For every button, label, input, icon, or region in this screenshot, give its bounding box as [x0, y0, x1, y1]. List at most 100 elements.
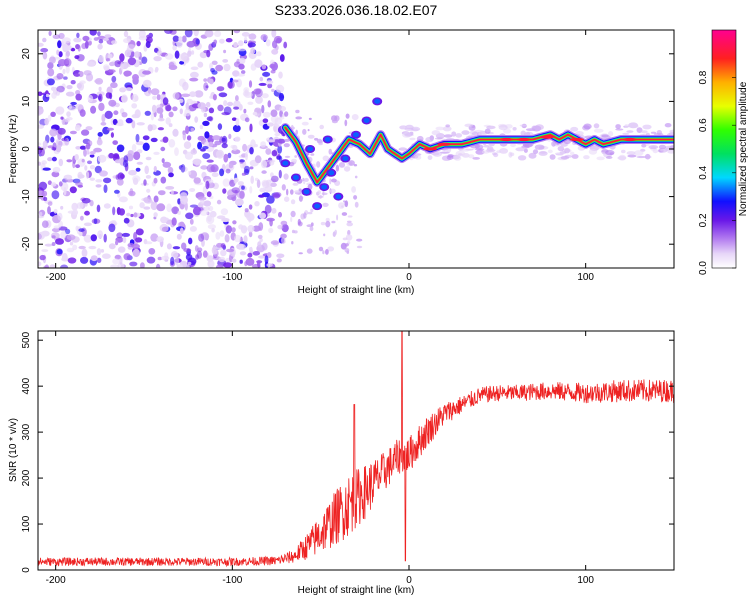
- noise-blob: [464, 123, 474, 128]
- noise-blob: [216, 264, 224, 268]
- noise-blob: [207, 215, 212, 222]
- noise-blob: [307, 134, 315, 139]
- noise-blob: [80, 256, 89, 264]
- noise-blob: [249, 186, 253, 194]
- noise-blob: [268, 227, 274, 234]
- noise-blob: [72, 209, 79, 216]
- noise-blob: [257, 241, 262, 248]
- noise-blob: [329, 178, 332, 185]
- noise-blob: [233, 30, 240, 34]
- transition-blob-core: [307, 146, 314, 152]
- noise-blob: [451, 131, 457, 137]
- noise-blob: [38, 142, 42, 146]
- colorbar-tick-label: 0.4: [698, 165, 709, 179]
- y-tick-label: 10: [21, 95, 32, 107]
- noise-blob: [455, 150, 466, 157]
- noise-blob: [241, 185, 245, 190]
- noise-blob: [135, 133, 140, 143]
- noise-blob: [270, 175, 279, 183]
- noise-blob: [49, 128, 58, 137]
- noise-blob: [75, 181, 83, 187]
- noise-blob: [207, 205, 214, 212]
- snr-series-line: [38, 331, 674, 568]
- noise-blob: [96, 204, 101, 213]
- noise-blob: [223, 153, 229, 163]
- noise-blob: [225, 225, 233, 234]
- noise-blob: [341, 205, 344, 208]
- noise-blob: [472, 157, 481, 160]
- noise-blob: [310, 153, 315, 156]
- noise-blob: [128, 205, 134, 210]
- noise-blob: [150, 233, 159, 242]
- noise-blob: [144, 199, 153, 204]
- noise-blob: [41, 160, 47, 165]
- noise-blob: [123, 217, 130, 224]
- noise-blob: [110, 82, 118, 89]
- noise-blob: [404, 133, 413, 137]
- noise-blob: [307, 129, 310, 132]
- noise-blob: [276, 258, 282, 263]
- noise-blob: [555, 152, 564, 155]
- noise-blob: [609, 152, 614, 155]
- noise-blob: [404, 127, 414, 131]
- noise-blob: [241, 172, 246, 176]
- noise-blob: [38, 233, 42, 240]
- noise-blob: [636, 127, 643, 133]
- noise-blob: [344, 119, 348, 127]
- noise-blob: [172, 128, 179, 137]
- noise-blob: [351, 114, 359, 121]
- noise-blob: [112, 140, 118, 146]
- noise-blob: [240, 225, 248, 234]
- noise-blob: [75, 44, 80, 50]
- noise-blob: [281, 184, 286, 191]
- transition-blob-core: [374, 98, 381, 104]
- noise-blob: [124, 49, 132, 58]
- noise-blob: [242, 143, 248, 152]
- noise-blob: [140, 262, 145, 268]
- noise-blob: [102, 126, 110, 135]
- noise-blob: [217, 104, 224, 112]
- noise-blob: [208, 141, 214, 147]
- noise-blob: [208, 78, 214, 85]
- x-tick-label: -100: [222, 272, 242, 283]
- noise-blob: [331, 220, 336, 224]
- noise-blob: [277, 224, 284, 230]
- noise-blob: [55, 238, 64, 245]
- noise-blob: [218, 92, 228, 98]
- noise-blob: [60, 231, 67, 239]
- noise-blob: [222, 178, 230, 187]
- noise-blob: [306, 248, 313, 254]
- noise-blob: [231, 227, 236, 233]
- noise-blob: [172, 35, 180, 42]
- noise-blob: [308, 117, 312, 120]
- noise-blob: [570, 151, 575, 156]
- noise-blob: [47, 206, 51, 215]
- noise-blob: [447, 154, 454, 158]
- noise-blob: [624, 124, 629, 128]
- noise-blob: [83, 70, 92, 76]
- noise-blob: [286, 188, 289, 196]
- noise-blob: [291, 126, 295, 130]
- noise-blob: [157, 256, 162, 261]
- noise-blob: [228, 133, 232, 139]
- noise-blob: [58, 181, 63, 187]
- noise-blob: [187, 261, 192, 266]
- noise-blob: [223, 63, 231, 72]
- noise-blob: [254, 144, 258, 148]
- noise-blob: [135, 167, 141, 172]
- y-tick-label: -20: [21, 237, 32, 252]
- noise-blob: [588, 148, 598, 155]
- noise-blob: [272, 40, 278, 49]
- noise-blob: [627, 154, 637, 158]
- noise-blob: [322, 250, 325, 255]
- noise-blob: [136, 40, 141, 47]
- noise-blob: [87, 160, 92, 165]
- noise-blob: [150, 112, 155, 121]
- noise-blob: [233, 234, 242, 243]
- noise-blob: [194, 90, 204, 98]
- noise-blob: [77, 174, 85, 179]
- transition-blob-core: [342, 156, 349, 162]
- noise-blob: [73, 73, 80, 77]
- noise-blob: [187, 171, 192, 175]
- noise-blob: [203, 78, 208, 82]
